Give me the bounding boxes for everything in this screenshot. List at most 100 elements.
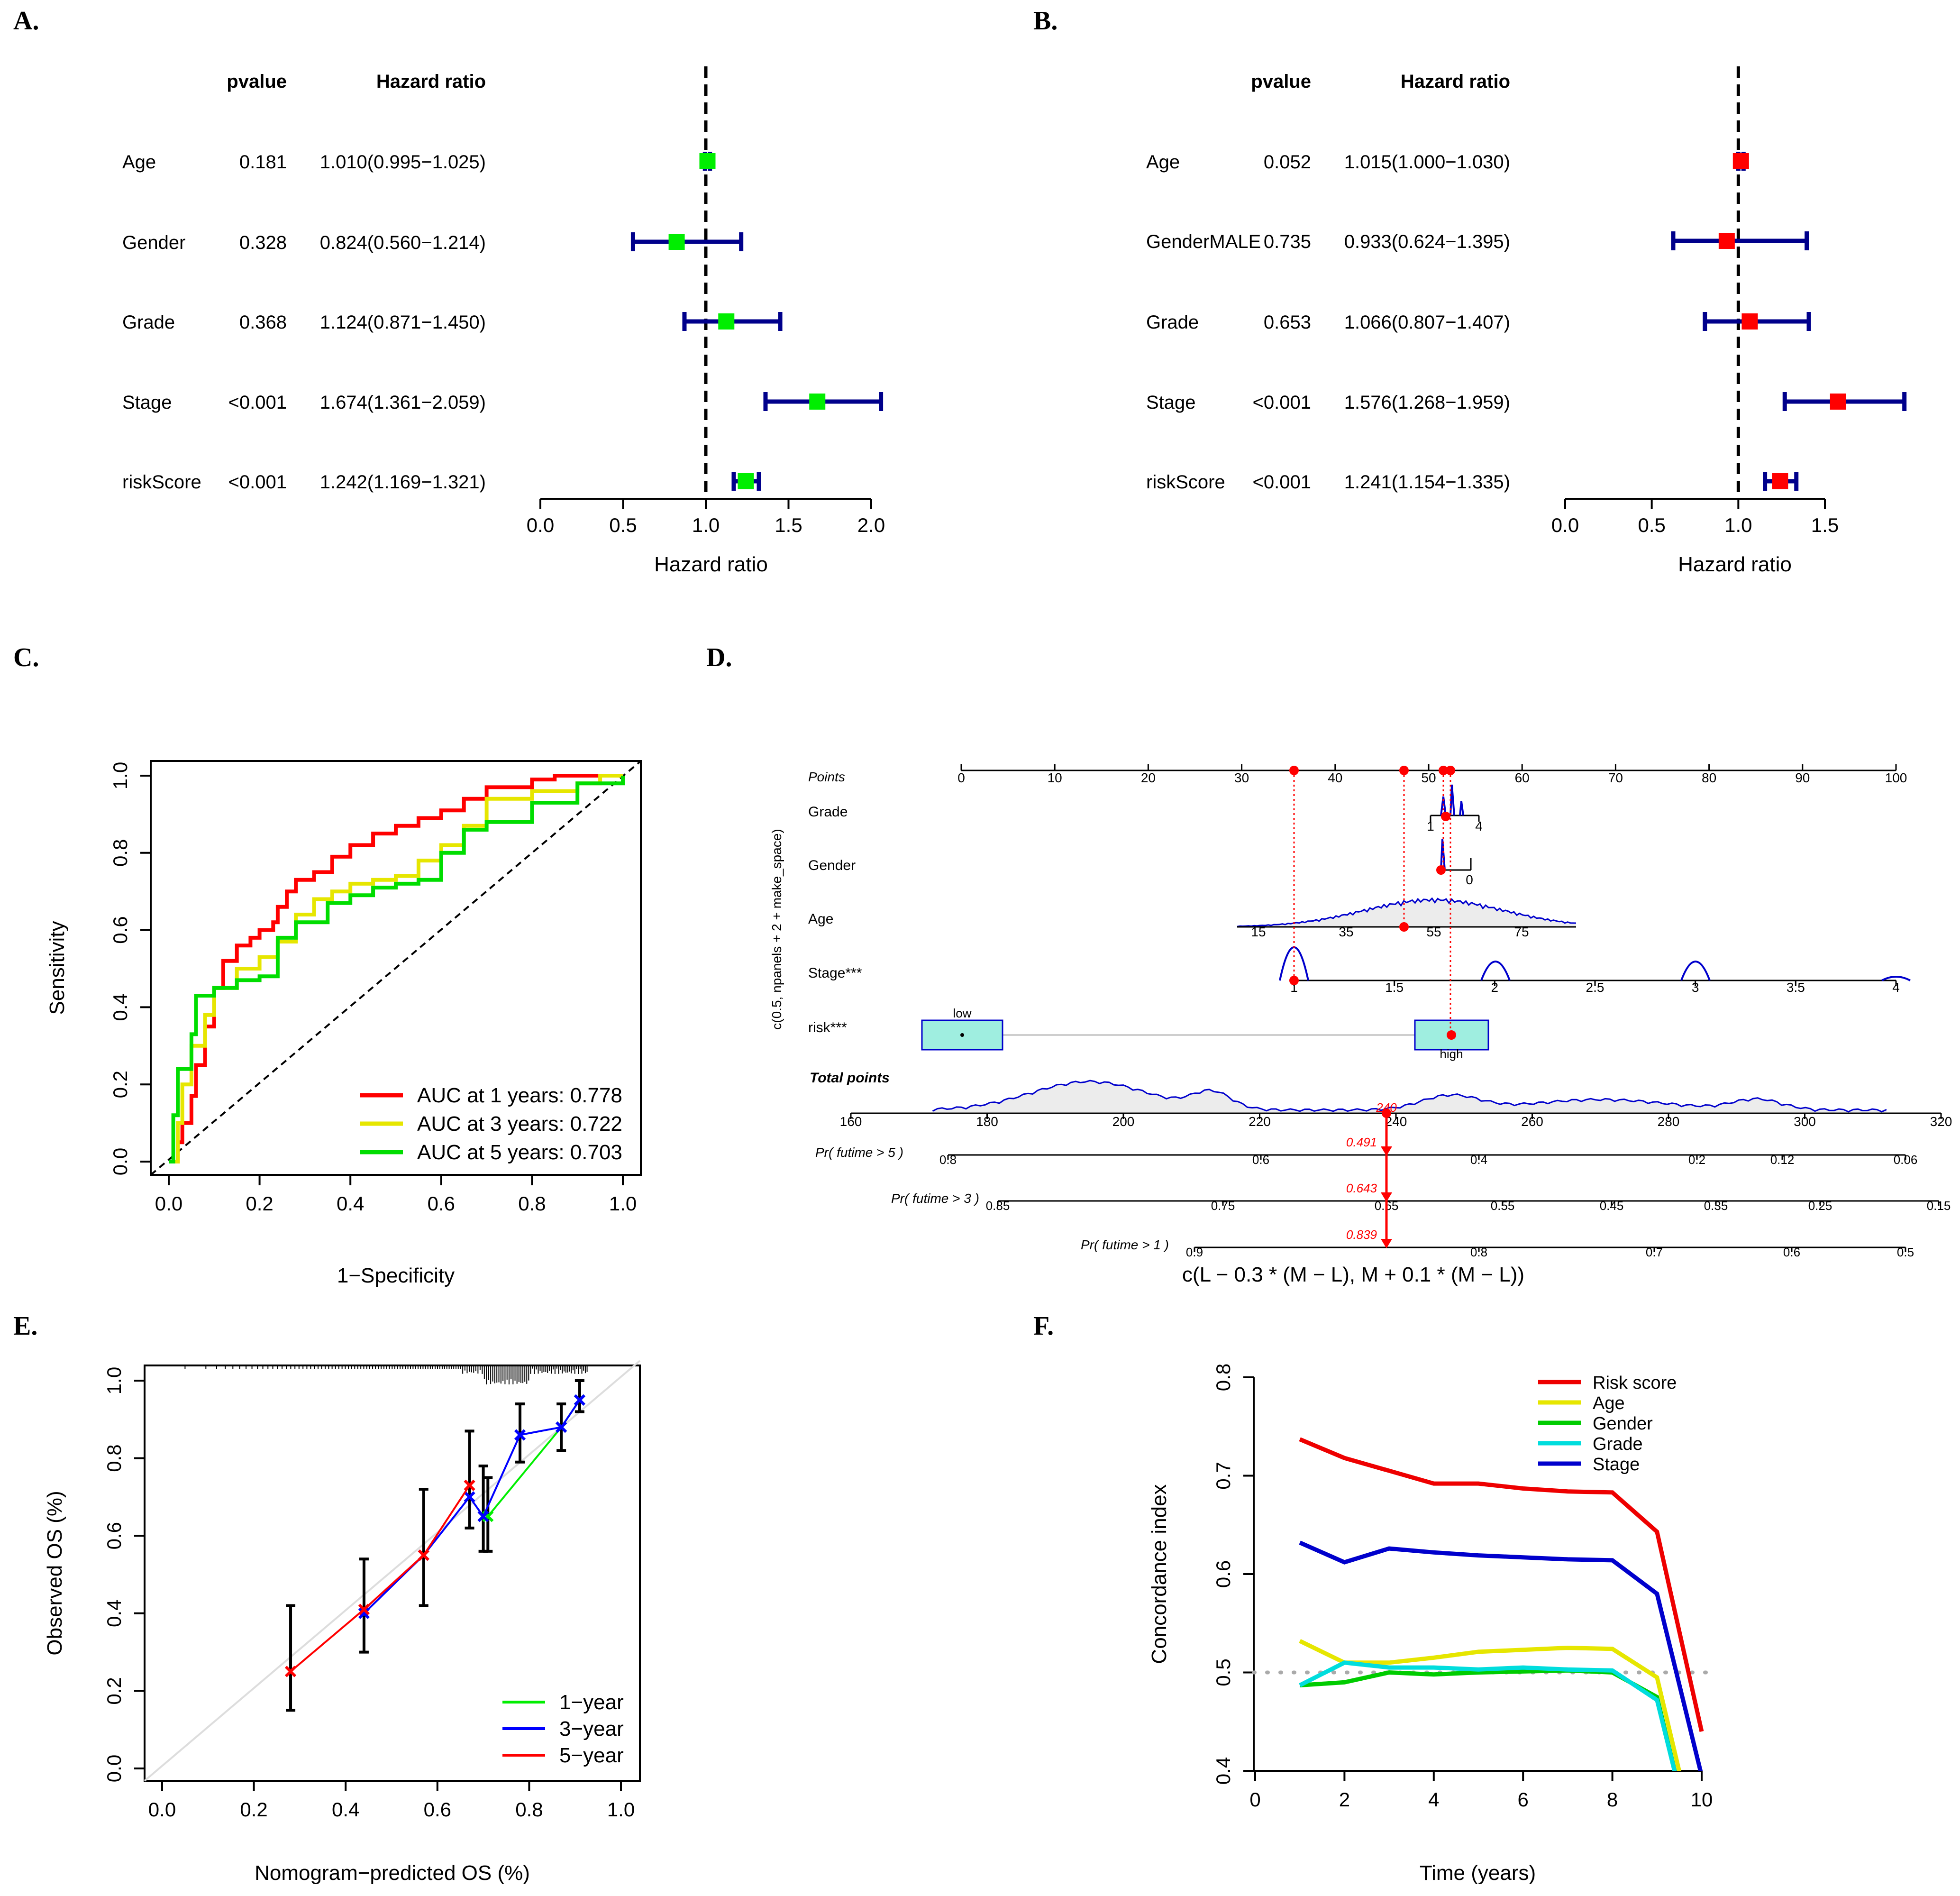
x-tick-label: 2.0 — [857, 514, 885, 536]
y-tick-label: 0.4 — [1212, 1757, 1234, 1785]
x-axis-label: Hazard ratio — [654, 553, 768, 576]
row-pvalue: 0.735 — [1264, 231, 1311, 252]
row-hr-text: 1.241(1.154−1.335) — [1344, 472, 1510, 493]
row-label: riskScore — [1146, 472, 1225, 493]
prob-tick-label: 0.85 — [986, 1199, 1010, 1213]
x-axis-label: 1−Specificity — [337, 1264, 455, 1287]
prob-tick-label: 0.7 — [1646, 1245, 1663, 1259]
y-tick-label: 0.6 — [103, 1522, 125, 1549]
hr-marker — [1741, 313, 1758, 330]
points-tick-label: 10 — [1048, 770, 1062, 785]
points-tick-label: 100 — [1885, 770, 1907, 785]
variable-label: Grade — [808, 804, 848, 820]
x-tick-label: 2 — [1339, 1788, 1350, 1811]
row-hr-text: 1.015(1.000−1.030) — [1344, 152, 1510, 173]
prob-tick-label: 0.25 — [1808, 1199, 1832, 1213]
calibration-point — [418, 1549, 429, 1561]
panel-label: A. — [13, 6, 39, 36]
points-tick-label: 40 — [1328, 770, 1342, 785]
y-tick-label: 0.2 — [109, 1071, 131, 1098]
row-pvalue: 0.328 — [239, 232, 287, 253]
x-tick-label: 1.0 — [609, 1192, 637, 1215]
c-index-line — [1299, 1540, 1703, 1771]
x-tick-label: 8 — [1607, 1788, 1618, 1811]
row-label: Grade — [122, 312, 175, 333]
row-hr-text: 0.824(0.560−1.214) — [320, 232, 486, 253]
legend-label: Age — [1593, 1393, 1625, 1413]
hr-marker — [1718, 233, 1735, 249]
stage-density — [1881, 976, 1911, 981]
row-label: Stage — [122, 392, 172, 413]
panel-label: B. — [1033, 6, 1057, 36]
points-label: Points — [808, 769, 845, 784]
roc-line — [169, 774, 623, 1163]
total-density-fill — [932, 1081, 1887, 1112]
total-tick-label: 260 — [1521, 1114, 1543, 1129]
pvalue-header: pvalue — [1251, 71, 1311, 92]
hazard-ratio-header: Hazard ratio — [376, 71, 486, 92]
row-label: GenderMALE — [1146, 231, 1261, 252]
x-tick-label: 4 — [1428, 1788, 1439, 1811]
prob-arrow — [1381, 1146, 1392, 1156]
age-tick-label: 15 — [1251, 925, 1266, 939]
y-tick-label: 0.7 — [1212, 1462, 1234, 1489]
x-tick-label: 1.5 — [775, 514, 802, 536]
x-tick-label: 0.0 — [148, 1798, 176, 1821]
prob-scale-label: Pr( futime > 1 ) — [1081, 1237, 1169, 1252]
x-tick-label: 0.6 — [424, 1798, 451, 1821]
y-tick-label: 0.6 — [1212, 1560, 1234, 1588]
x-tick-label: 0.4 — [337, 1192, 364, 1215]
pvalue-header: pvalue — [227, 71, 287, 92]
age-tick-label: 35 — [1339, 925, 1353, 939]
x-tick-label: 0.6 — [428, 1192, 455, 1215]
risk-low-median — [960, 1033, 964, 1037]
grade-tick-label: 4 — [1475, 819, 1483, 834]
x-tick-label: 1.0 — [692, 514, 720, 536]
grade-marker — [1441, 812, 1450, 821]
row-hr-text: 1.674(1.361−2.059) — [320, 392, 486, 413]
y-tick-label: 0.8 — [1212, 1364, 1234, 1391]
c-index-line — [1299, 1437, 1704, 1732]
prob-tick-label: 0.15 — [1927, 1199, 1951, 1213]
stage-tick-label: 4 — [1892, 980, 1900, 995]
stage-marker — [1289, 976, 1299, 985]
prob-tick-label: 0.75 — [1211, 1199, 1235, 1213]
x-tick-label: 0.8 — [515, 1798, 543, 1821]
prob-arrow — [1381, 1192, 1392, 1202]
risk-high-label: high — [1440, 1047, 1463, 1061]
hr-marker — [699, 153, 716, 169]
prob-tick-label: 0.6 — [1783, 1245, 1800, 1259]
calibration-point — [464, 1479, 475, 1491]
x-tick-label: 0.0 — [155, 1192, 182, 1215]
row-label: Gender — [122, 232, 185, 253]
age-tick-label: 55 — [1426, 925, 1441, 939]
variable-label: Stage*** — [808, 965, 862, 981]
variable-label: Gender — [808, 858, 856, 873]
panel-label: F. — [1033, 1311, 1054, 1341]
y-axis-label: Concordance index — [1148, 1484, 1171, 1664]
x-tick-label: 0.0 — [1551, 514, 1579, 536]
points-tick-label: 20 — [1141, 770, 1156, 785]
legend-label: Grade — [1593, 1434, 1643, 1454]
stage-tick-label: 3 — [1692, 980, 1699, 995]
age-tick-label: 75 — [1514, 925, 1529, 939]
calibration-point — [464, 1491, 475, 1503]
grade-density — [1459, 801, 1464, 816]
prob-tick-label: 0.5 — [1897, 1245, 1914, 1259]
legend-label: 3−year — [559, 1717, 624, 1740]
legend-label: Risk score — [1593, 1373, 1677, 1393]
prob-tick-label: 0.55 — [1491, 1199, 1515, 1213]
x-tick-label: 0.8 — [518, 1192, 546, 1215]
prob-tick-label: 0.6 — [1252, 1153, 1269, 1167]
row-pvalue: <0.001 — [228, 472, 287, 493]
row-label: Grade — [1146, 312, 1199, 333]
row-label: Stage — [1146, 392, 1196, 413]
row-pvalue: <0.001 — [1253, 392, 1311, 413]
y-tick-label: 1.0 — [103, 1367, 125, 1394]
y-tick-label: 0.6 — [109, 916, 131, 943]
panel-label: E. — [13, 1311, 37, 1341]
prob-tick-label: 0.4 — [1470, 1153, 1487, 1167]
total-tick-label: 200 — [1112, 1114, 1135, 1129]
calibration-point — [284, 1666, 297, 1677]
stage-density — [1680, 961, 1711, 981]
